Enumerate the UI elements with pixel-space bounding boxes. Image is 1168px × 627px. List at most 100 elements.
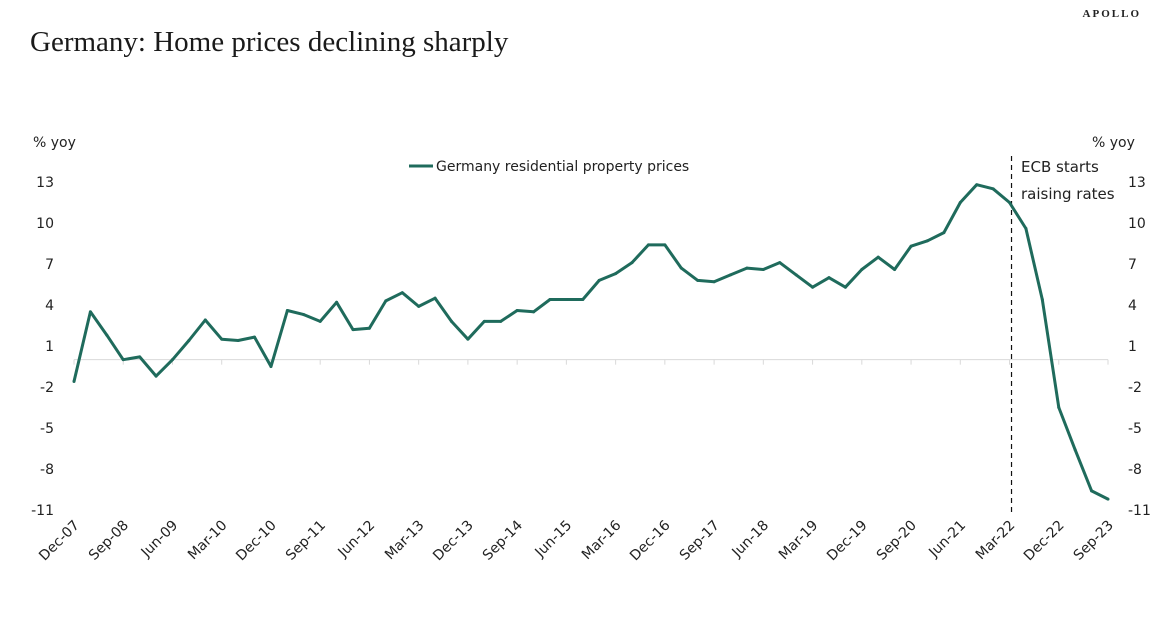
x-tick-label: Dec-16: [627, 517, 674, 564]
y-tick-right: 4: [1128, 298, 1137, 314]
data-point-Jun-10: [236, 339, 240, 343]
y-tick-right: -5: [1128, 421, 1142, 437]
x-axis-labels: Dec-07 Sep-08 Jun-09 Mar-10 Dec-10 Sep-11 Jun-…: [36, 517, 1117, 564]
x-tick-label: Dec-10: [233, 518, 280, 565]
chart-title: Germany: Home prices declining sharply: [30, 26, 509, 58]
x-tick-label: Jun-12: [335, 518, 379, 562]
x-tick-label: Dec-22: [1021, 518, 1068, 565]
y-tick-right: -2: [1128, 380, 1142, 396]
data-point-Dec-20: [925, 239, 929, 243]
x-tick-label: Jun-15: [532, 518, 576, 562]
data-point-Sep-13: [449, 319, 453, 323]
x-tick-label: Jun-09: [138, 518, 182, 562]
x-tick-label: Jun-21: [925, 518, 969, 562]
data-point-Jun-22: [1024, 226, 1028, 230]
y-axis-right: 13 10 7 4 1 -2 -5 -8 -11: [1128, 175, 1151, 519]
brand-logo: APOLLO: [1082, 8, 1141, 20]
data-point-Mar-23: [1073, 448, 1077, 452]
data-point-Dec-17: [729, 273, 733, 277]
data-point-Sep-09: [187, 339, 191, 343]
data-point-Sep-17: [712, 280, 716, 284]
data-point-Dec-11: [335, 300, 339, 304]
y-tick-left: 1: [45, 339, 54, 355]
data-point-Mar-21: [942, 231, 946, 235]
y-tick-right: 10: [1128, 216, 1146, 232]
data-point-Dec-12: [400, 291, 404, 295]
data-point-Dec-21: [991, 187, 995, 191]
x-tick-label: Jun-18: [728, 518, 772, 562]
y-tick-right: 7: [1128, 257, 1137, 273]
data-point-Mar-11: [285, 308, 289, 312]
data-point-Dec-16: [663, 243, 667, 247]
data-point-Dec-19: [860, 267, 864, 271]
y-tick-right: 13: [1128, 175, 1146, 191]
y-tick-left: 10: [36, 216, 54, 232]
data-point-Jun-23: [1090, 489, 1094, 493]
data-point-Dec-14: [532, 310, 536, 314]
data-point-Sep-19: [843, 285, 847, 289]
legend: Germany residential property prices: [409, 159, 689, 175]
data-point-Sep-12: [384, 299, 388, 303]
data-point-Dec-09: [203, 318, 207, 322]
data-point-Sep-11: [318, 319, 322, 323]
x-tick-label: Mar-19: [776, 518, 822, 564]
data-point-Mar-08: [88, 310, 92, 314]
data-point-Sep-16: [646, 243, 650, 247]
y-tick-left: -2: [40, 380, 54, 396]
y-tick-left: -8: [40, 462, 54, 478]
data-point-Mar-10: [220, 337, 224, 341]
data-point-Dec-07: [72, 380, 76, 384]
data-point-Mar-12: [351, 328, 355, 332]
ecb-annotation-line1: ECB starts: [1021, 158, 1099, 176]
data-point-Jun-20: [893, 267, 897, 271]
ecb-annotation-line2: raising rates: [1021, 185, 1115, 203]
y-axis-left: 13 10 7 4 1 -2 -5 -8 -11: [31, 175, 54, 519]
x-tick-label: Sep-20: [874, 518, 920, 564]
data-point-Mar-15: [548, 298, 552, 302]
data-point-Jun-21: [958, 201, 962, 204]
y-tick-right: 1: [1128, 339, 1137, 355]
data-point-Mar-19: [811, 285, 815, 289]
data-point-Mar-13: [417, 304, 421, 308]
x-tick-label: Sep-08: [86, 518, 132, 564]
data-point-Sep-23: [1106, 497, 1110, 501]
data-point-Sep-14: [515, 308, 519, 312]
x-tick-label: Dec-19: [824, 518, 871, 565]
y-tick-left: -5: [40, 421, 54, 437]
data-point-Sep-15: [581, 298, 585, 302]
data-point-Jun-16: [630, 261, 634, 265]
data-point-Dec-10: [269, 365, 273, 368]
x-tick-label: Mar-10: [185, 518, 231, 564]
data-point-Sep-18: [778, 261, 782, 265]
data-point-Mar-16: [614, 272, 618, 276]
series-points: [72, 183, 1110, 501]
legend-label: Germany residential property prices: [436, 159, 689, 175]
y-tick-right: -11: [1128, 503, 1151, 519]
data-point-Sep-22: [1040, 298, 1044, 302]
data-point-Jun-14: [499, 319, 503, 323]
y-axis-left-label: % yoy: [33, 135, 76, 151]
x-tick-label: Mar-22: [973, 518, 1019, 564]
data-point-Jun-17: [696, 278, 700, 282]
data-point-Jun-15: [564, 298, 568, 302]
data-point-Jun-13: [433, 296, 437, 300]
data-point-Dec-13: [466, 337, 470, 341]
data-point-Mar-20: [876, 255, 880, 259]
x-tick-label: Sep-11: [283, 518, 329, 564]
data-point-Sep-20: [909, 244, 913, 248]
data-point-Dec-08: [138, 355, 142, 359]
data-point-Sep-08: [121, 358, 125, 362]
data-point-Mar-18: [745, 266, 749, 270]
x-tick-label: Mar-13: [382, 518, 428, 564]
data-point-Jun-18: [761, 267, 765, 271]
data-point-Jun-09: [170, 358, 174, 362]
x-tick-label: Sep-17: [677, 518, 723, 564]
data-point-Dec-22: [1057, 406, 1061, 409]
data-point-Jun-19: [827, 276, 831, 280]
data-point-Dec-15: [597, 278, 601, 282]
data-point-Mar-09: [154, 374, 158, 378]
data-point-Mar-14: [482, 319, 486, 323]
data-point-Sep-21: [975, 183, 979, 187]
series-line-germany-residential-property-prices: [72, 183, 1109, 501]
